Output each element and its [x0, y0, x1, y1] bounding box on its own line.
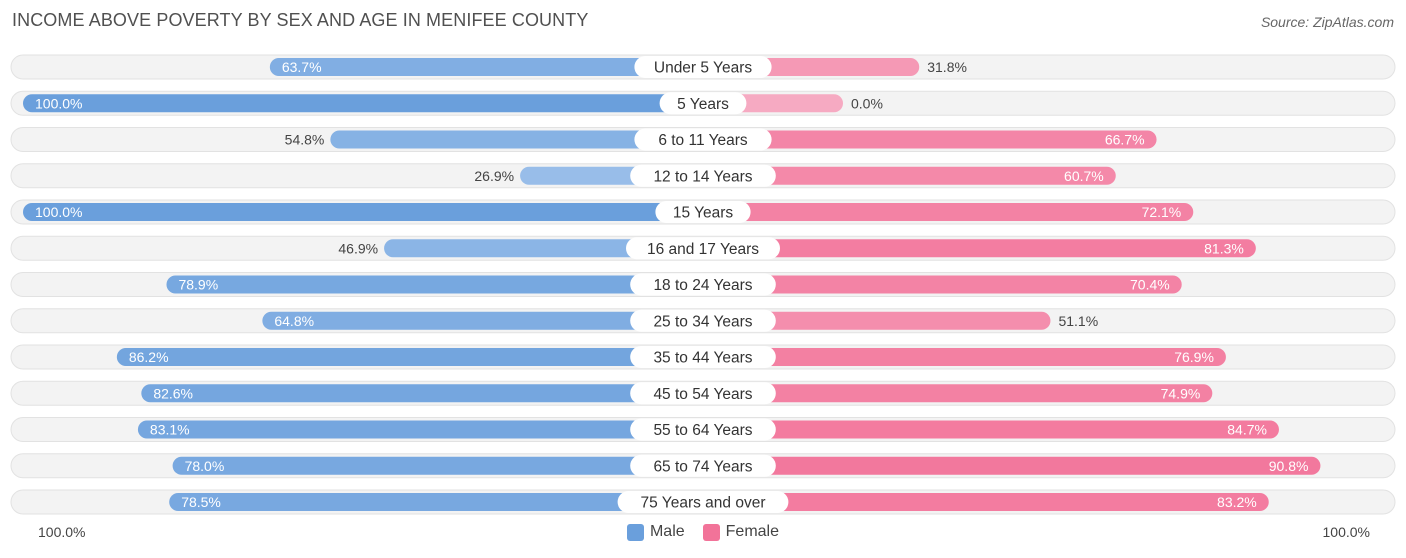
axis-left-label: 100.0% — [38, 524, 86, 540]
male-bar — [23, 203, 703, 221]
female-bar — [703, 239, 1256, 258]
male-value-label: 86.2% — [129, 349, 169, 365]
category-label: 12 to 14 Years — [653, 168, 752, 185]
male-value-label: 100.0% — [35, 95, 82, 111]
category-label: 55 to 64 Years — [653, 422, 752, 439]
legend-swatch-male — [626, 523, 644, 541]
source-credit: Source: ZipAtlas.com — [1260, 14, 1394, 30]
category-label: 16 and 17 Years — [647, 241, 759, 258]
male-value-label: 78.5% — [181, 494, 221, 510]
male-value-label: 46.9% — [338, 240, 378, 256]
male-value-label: 100.0% — [35, 204, 82, 220]
male-bar — [262, 311, 703, 330]
male-value-label: 26.9% — [474, 168, 514, 184]
male-value-label: 78.0% — [185, 458, 225, 474]
category-label: 5 Years — [677, 96, 729, 113]
male-bar — [330, 130, 703, 149]
category-pill — [630, 454, 776, 477]
female-value-label: 84.7% — [1227, 422, 1267, 438]
female-value-label: 0.0% — [851, 95, 883, 111]
category-pill — [634, 56, 772, 78]
female-value-label: 51.1% — [1058, 313, 1098, 329]
male-value-label: 78.9% — [178, 277, 218, 293]
male-value-label: 64.8% — [274, 313, 314, 329]
female-bar — [703, 311, 1051, 330]
category-label: 65 to 74 Years — [653, 458, 752, 475]
male-bar — [23, 94, 703, 113]
female-value-label: 72.1% — [1142, 204, 1182, 220]
axis-right-label: 100.0% — [1322, 524, 1370, 540]
female-value-label: 70.4% — [1130, 277, 1170, 293]
legend: Male Female — [0, 523, 1406, 541]
female-bar — [703, 384, 1213, 403]
category-label: 45 to 54 Years — [653, 386, 752, 403]
male-bar — [137, 420, 704, 439]
female-bar — [703, 456, 1321, 475]
female-bar — [703, 166, 1116, 185]
male-bar — [384, 239, 703, 258]
legend-item-female: Female — [702, 523, 780, 541]
female-bar — [703, 203, 1194, 221]
female-bar — [703, 493, 1269, 511]
category-label: 35 to 44 Years — [653, 350, 752, 367]
female-value-label: 76.9% — [1174, 349, 1214, 365]
male-bar — [116, 348, 704, 366]
legend-label-male: Male — [649, 523, 685, 540]
category-label: Under 5 Years — [654, 60, 752, 77]
diverging-bar-chart: 63.7% 31.8% Under 5 Years 100.0% 0.0% 5 Years… — [10, 54, 1396, 515]
male-bar — [166, 275, 704, 294]
male-value-label: 82.6% — [153, 385, 193, 401]
female-value-label: 66.7% — [1105, 132, 1145, 148]
female-value-label: 31.8% — [927, 59, 967, 75]
category-label: 25 to 34 Years — [653, 313, 752, 330]
female-value-label: 74.9% — [1161, 385, 1201, 401]
female-bar — [703, 130, 1157, 149]
male-value-label: 54.8% — [285, 132, 325, 148]
female-value-label: 90.8% — [1269, 458, 1309, 474]
legend-swatch-female — [702, 523, 720, 541]
category-label: 6 to 11 Years — [658, 132, 748, 149]
female-value-label: 83.2% — [1217, 494, 1257, 510]
category-pill — [630, 309, 776, 332]
category-pill — [630, 382, 776, 405]
category-pill — [630, 346, 776, 368]
female-bar — [703, 275, 1182, 294]
category-pill — [630, 418, 776, 441]
chart-title: INCOME ABOVE POVERTY BY SEX AND AGE IN M… — [12, 10, 589, 30]
male-value-label: 63.7% — [282, 59, 322, 75]
legend-label-female: Female — [725, 523, 780, 540]
category-pill — [630, 164, 776, 187]
female-value-label: 60.7% — [1064, 168, 1104, 184]
male-bar — [169, 493, 703, 511]
male-value-label: 83.1% — [150, 422, 190, 438]
category-pill — [617, 491, 789, 513]
male-bar — [269, 58, 703, 76]
category-pill — [630, 273, 776, 296]
female-value-label: 81.3% — [1204, 240, 1244, 256]
category-label: 18 to 24 Years — [653, 277, 752, 294]
male-bar — [172, 456, 704, 475]
category-label: 15 Years — [673, 205, 734, 222]
legend-item-male: Male — [626, 523, 685, 541]
female-bar — [703, 348, 1226, 366]
category-label: 75 Years and over — [641, 495, 766, 512]
category-pill — [634, 128, 772, 151]
category-pill — [655, 201, 751, 223]
category-pill — [626, 237, 780, 260]
category-pill — [659, 92, 747, 115]
female-bar — [703, 420, 1279, 439]
male-bar — [141, 384, 703, 403]
